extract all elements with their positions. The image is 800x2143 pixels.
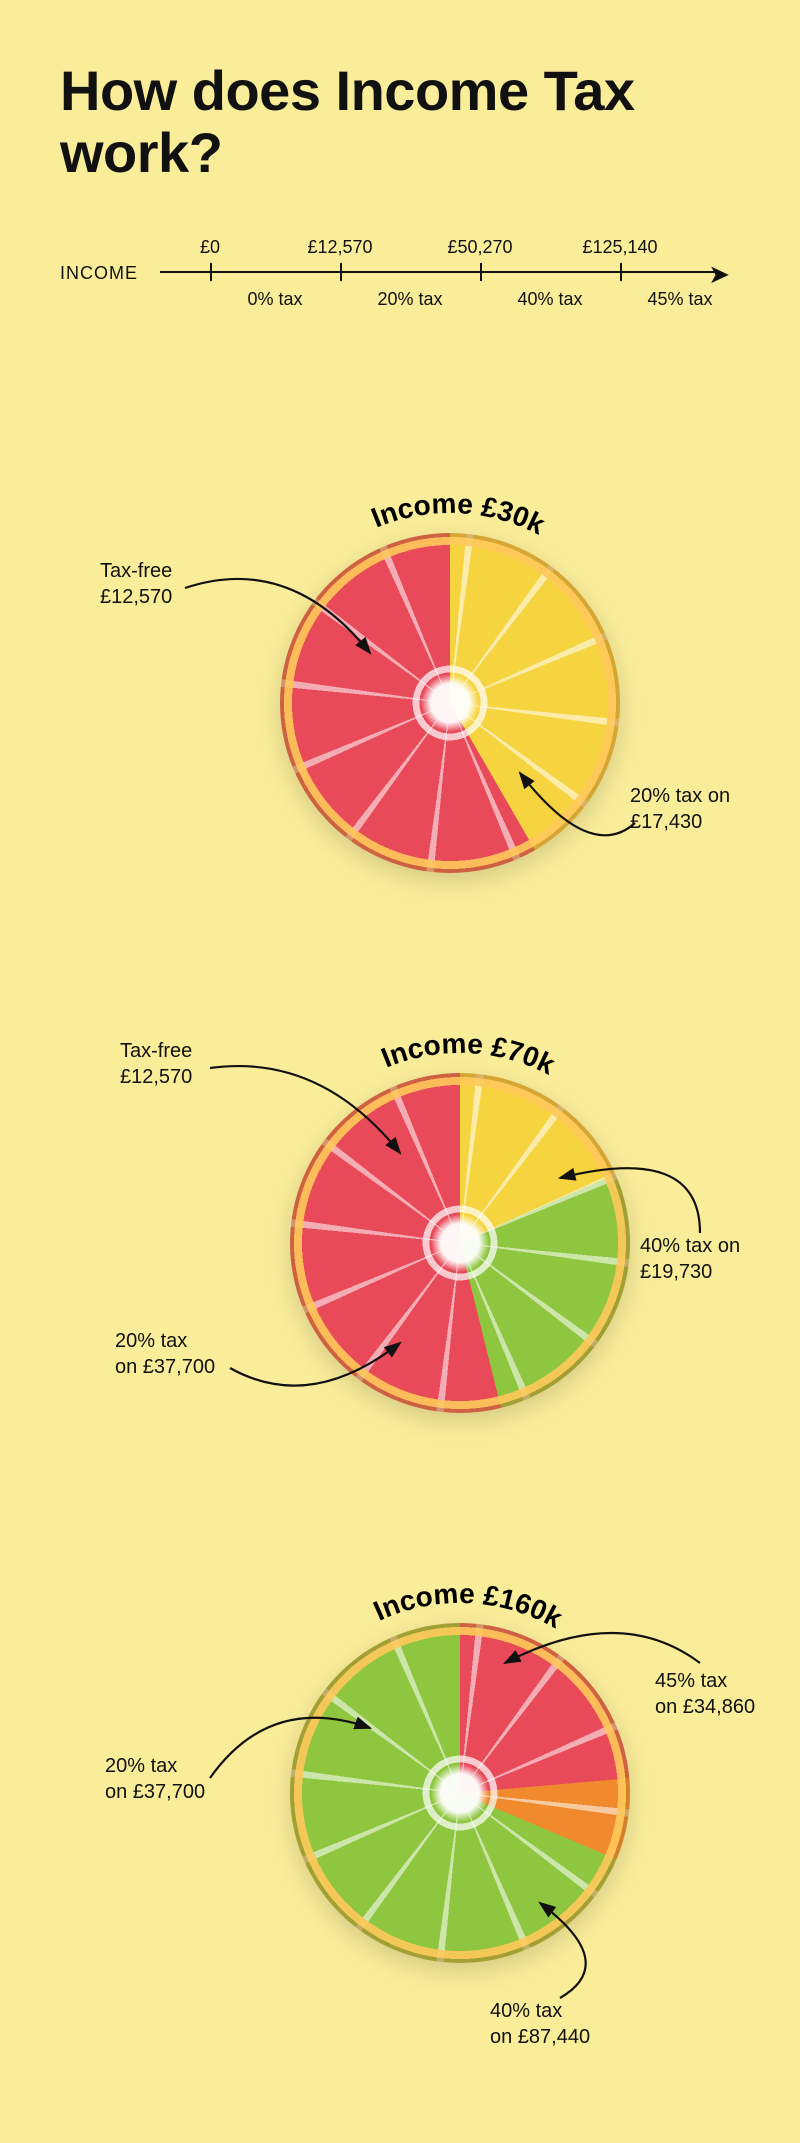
tax-bracket-label: 40% tax — [517, 289, 582, 310]
number-line-tick — [210, 263, 212, 281]
slice-label: 20% tax on £37,700 — [115, 1328, 215, 1380]
number-line-tick — [480, 263, 482, 281]
slice-label: Tax-free £12,570 — [120, 1038, 192, 1090]
pie-30k: Income £30kTax-free £12,57020% tax on £1… — [60, 443, 740, 943]
citrus-pie — [280, 533, 620, 873]
number-line-tick-label: £0 — [200, 237, 220, 258]
page-title: How does Income Tax work? — [60, 60, 740, 183]
citrus-pie — [290, 1073, 630, 1413]
slice-label: 40% tax on £87,440 — [490, 1998, 590, 2050]
tax-bracket-label: 0% tax — [247, 289, 302, 310]
tax-bracket-label: 45% tax — [647, 289, 712, 310]
number-line-axis-label: INCOME — [60, 263, 138, 284]
pie-160k: Income £160k20% tax on £37,70045% tax on… — [60, 1523, 740, 2023]
number-line-tick-label: £50,270 — [447, 237, 512, 258]
pie-70k: Income £70kTax-free £12,57040% tax on £1… — [60, 983, 740, 1483]
slice-label: 20% tax on £37,700 — [105, 1753, 205, 1805]
slice-label: 45% tax on £34,860 — [655, 1668, 755, 1720]
number-line-axis — [160, 271, 720, 273]
number-line-tick — [340, 263, 342, 281]
slice-label: Tax-free £12,570 — [100, 558, 172, 610]
slice-label: 20% tax on £17,430 — [630, 783, 730, 835]
slice-label: 40% tax on £19,730 — [640, 1233, 740, 1285]
tax-bracket-label: 20% tax — [377, 289, 442, 310]
income-number-line: INCOME ➤ £0 £12,570 £50,270 £125,140 0% tax 2… — [60, 233, 740, 353]
citrus-pie — [290, 1623, 630, 1963]
number-line-tick-label: £12,570 — [307, 237, 372, 258]
number-line-tick-label: £125,140 — [582, 237, 657, 258]
arrow-right-icon: ➤ — [708, 259, 730, 290]
number-line-tick — [620, 263, 622, 281]
